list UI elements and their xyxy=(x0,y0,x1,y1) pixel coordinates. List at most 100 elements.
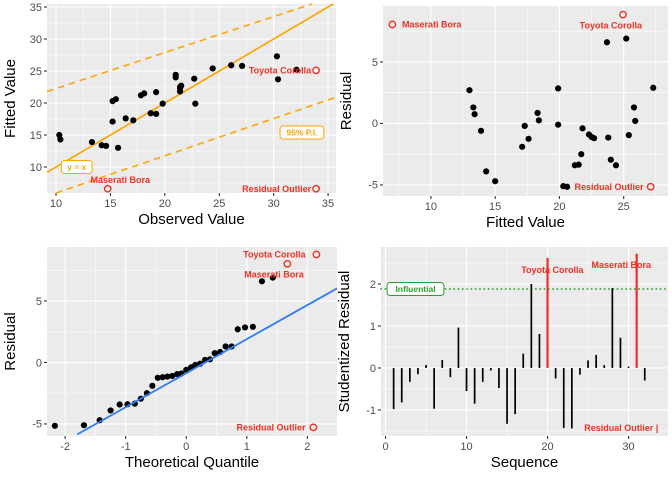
data-point xyxy=(535,117,542,124)
outlier-label: Toyota Corolla xyxy=(249,65,312,75)
outlier-label: Residual Outlier xyxy=(575,182,645,192)
x-tick-label: 0 xyxy=(183,441,189,453)
data-point xyxy=(130,117,137,124)
outlier-marker xyxy=(312,184,320,193)
outlier-marker xyxy=(388,20,397,29)
data-point xyxy=(492,178,499,185)
x-tick-label: 2 xyxy=(304,441,310,453)
data-point xyxy=(153,110,160,117)
y-tick-label: -1 xyxy=(366,405,376,417)
data-point xyxy=(159,374,166,381)
data-point xyxy=(147,110,154,117)
x-tick-label: 35 xyxy=(322,198,334,210)
data-point xyxy=(591,135,598,142)
data-point xyxy=(169,372,176,380)
boxed-label: Influential xyxy=(395,284,435,294)
y-tick-label: 0 xyxy=(36,357,42,369)
y-tick-label: 5 xyxy=(372,57,378,69)
data-point xyxy=(564,183,571,190)
data-point xyxy=(471,111,478,118)
data-point xyxy=(141,90,148,97)
data-point xyxy=(238,62,246,69)
data-point xyxy=(603,39,611,46)
data-point xyxy=(178,82,185,89)
x-tick-label: 10 xyxy=(50,198,62,210)
data-point xyxy=(555,121,562,128)
x-tick-label: 25 xyxy=(213,198,225,210)
data-point xyxy=(56,131,63,139)
x-tick-label: 20 xyxy=(541,441,553,453)
data-point xyxy=(623,35,630,42)
x-tick-label: 10 xyxy=(460,441,472,453)
y-tick-label: 2 xyxy=(370,279,376,291)
data-point xyxy=(249,323,256,330)
x-tick-label: 30 xyxy=(268,198,280,210)
data-point xyxy=(525,135,532,142)
outlier-marker xyxy=(309,423,318,432)
panel-qq-plot: -2 -1 0 1 2 -5 0 5 Toyota Corolla Maserati Bora Re… xyxy=(2,247,338,471)
panel-studentized-residual-vs-sequence: 0 10 20 30 -1 0 1 2 Toyota Corolla Maserati Bora R… xyxy=(336,247,669,471)
data-point xyxy=(650,84,657,91)
data-point xyxy=(625,132,632,139)
data-point xyxy=(159,100,166,107)
data-point xyxy=(578,151,585,158)
data-point xyxy=(632,117,639,125)
x-tick-label: -1 xyxy=(121,441,131,453)
panel-residual-vs-fitted: 10 15 20 25 -5 0 5 Maserati Bora Toyota Corolla R… xyxy=(338,6,668,231)
data-point xyxy=(153,89,160,96)
y-tick-label: -5 xyxy=(368,180,378,192)
data-point xyxy=(109,118,116,125)
data-point xyxy=(241,324,249,331)
y-tick-label: 15 xyxy=(30,130,42,142)
y-tick-label: -5 xyxy=(32,419,42,431)
data-point xyxy=(269,274,276,281)
outlier-marker xyxy=(646,182,655,191)
outlier-label: Maserati Bora xyxy=(402,19,463,29)
data-point xyxy=(107,407,114,414)
y-tick-label: 0 xyxy=(372,118,378,130)
data-point xyxy=(234,326,241,333)
y-tick-label: 0 xyxy=(370,363,376,375)
x-tick-label: 0 xyxy=(382,441,388,453)
outlier-label: Maserati Bora xyxy=(90,175,151,185)
data-point xyxy=(211,350,218,357)
data-point xyxy=(114,144,122,151)
outlier-marker xyxy=(312,250,321,259)
data-point xyxy=(555,85,562,92)
outlier-marker xyxy=(103,184,112,193)
outlier-label: Maserati Bora xyxy=(244,270,305,280)
x-tick-label: 10 xyxy=(425,201,437,213)
panel-fitted-vs-observed: 10 15 20 25 30 35 10 15 20 25 30 35 Toyota Corolla Ma… xyxy=(2,2,337,228)
x-axis-title: Fitted Value xyxy=(486,214,565,231)
outlier-label: Residual Outlier | xyxy=(584,423,658,433)
outlier-label: Toyota Corolla xyxy=(521,265,584,275)
outlier-label: Residual Outlier xyxy=(236,422,306,432)
x-tick-label: 25 xyxy=(618,201,630,213)
outlier-marker xyxy=(619,10,627,19)
y-tick-label: 30 xyxy=(30,34,42,46)
data-point xyxy=(605,134,612,141)
x-tick-label: -2 xyxy=(60,441,70,453)
y-tick-label: 35 xyxy=(30,2,42,14)
y-axis-title: Fitted Value xyxy=(2,59,19,138)
panel-background xyxy=(381,247,668,436)
boxed-label: y = x xyxy=(67,162,86,172)
x-tick-label: 15 xyxy=(489,201,501,213)
data-point xyxy=(607,156,614,163)
data-point xyxy=(579,125,586,132)
y-tick-label: 10 xyxy=(30,162,42,174)
data-point xyxy=(470,104,477,111)
identity-line xyxy=(46,3,334,174)
outlier-label: Maserati Bora xyxy=(591,260,652,270)
data-point xyxy=(116,401,123,408)
qq-reference-line xyxy=(76,287,338,436)
x-axis-title: Theoretical Quantile xyxy=(125,454,259,471)
x-tick-label: 20 xyxy=(553,201,565,213)
outlier-label: Toyota Corolla xyxy=(580,21,643,31)
boxed-label-frame xyxy=(386,282,445,296)
y-tick-label: 20 xyxy=(30,98,42,110)
outlier-marker xyxy=(312,66,320,75)
data-point xyxy=(630,104,638,111)
